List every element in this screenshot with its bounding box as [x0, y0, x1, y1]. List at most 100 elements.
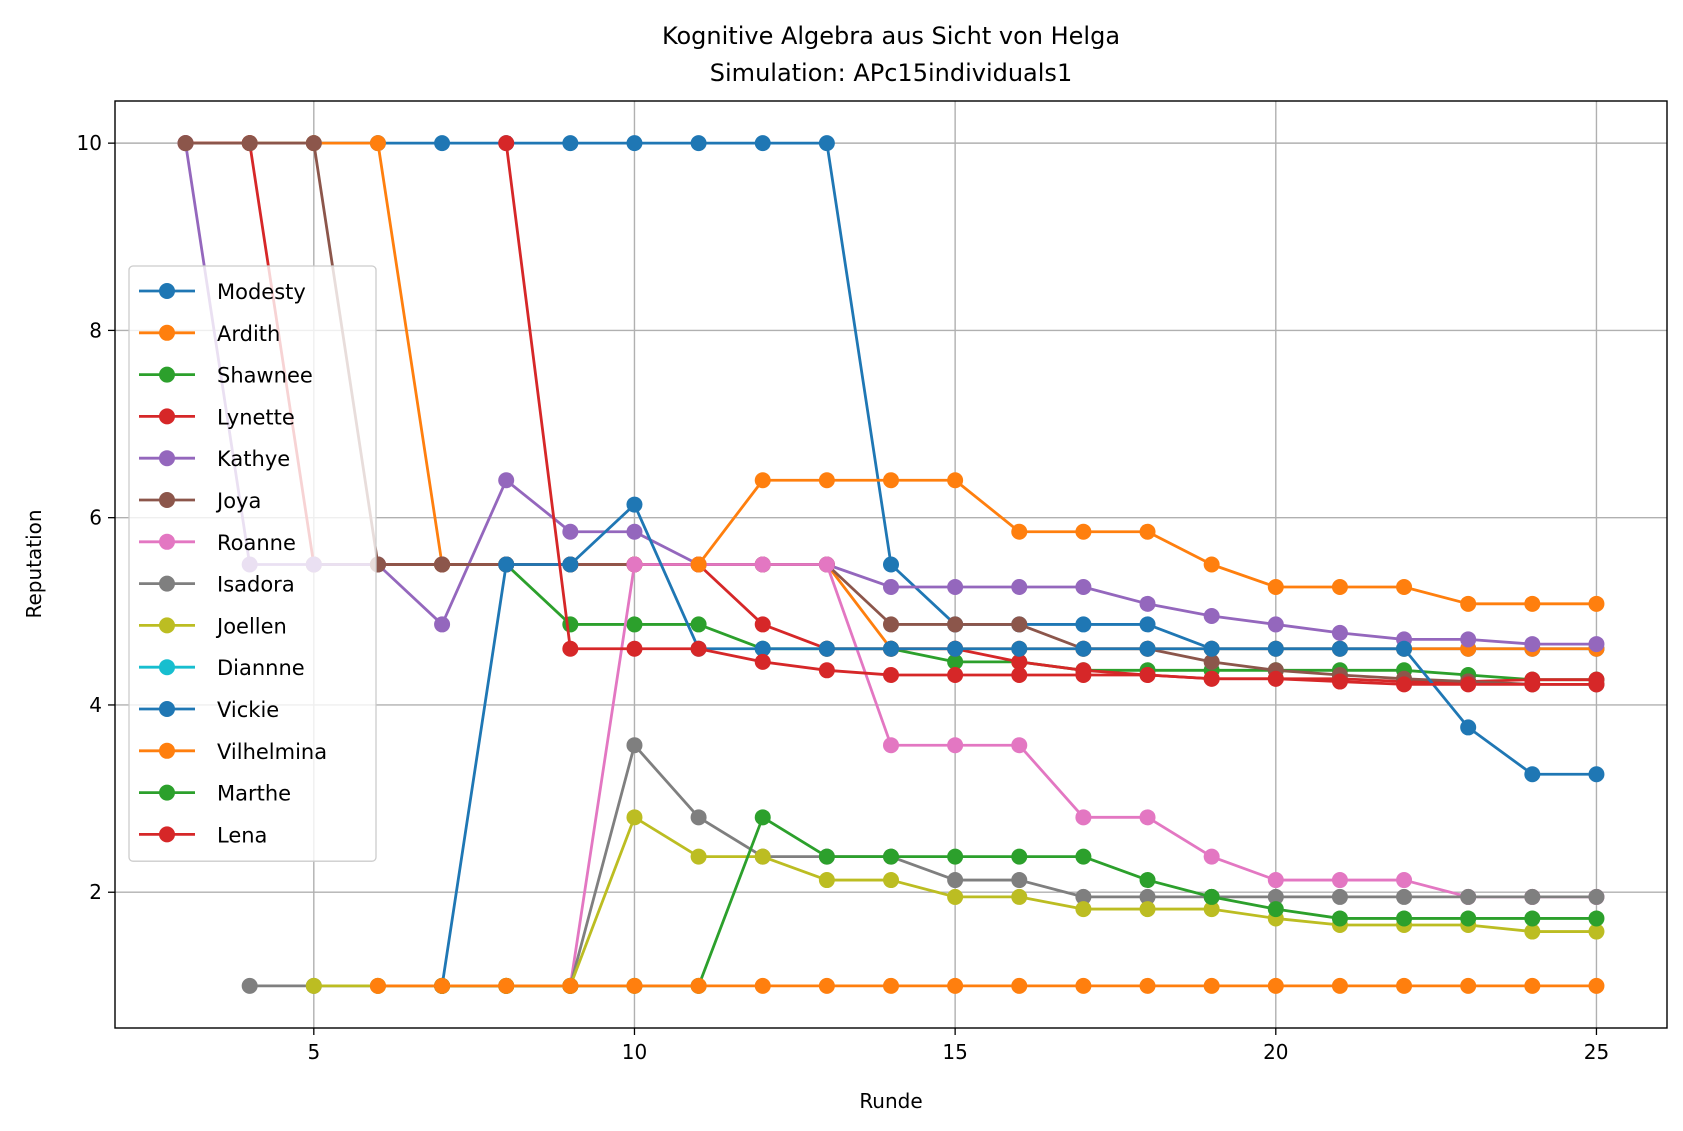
data-point	[626, 737, 643, 754]
data-point	[1588, 910, 1605, 927]
data-point	[1139, 809, 1156, 826]
legend-label: Kathye	[217, 447, 290, 471]
chart-legend: Modesty Ardith Shawnee Lynette Kathye Joya Roa…	[128, 265, 377, 862]
data-point	[1075, 848, 1092, 865]
data-point	[1011, 653, 1028, 670]
data-point	[1075, 616, 1092, 633]
data-point	[690, 848, 707, 865]
data-point	[947, 616, 964, 633]
legend-label: Isadora	[217, 573, 295, 597]
data-point	[1460, 631, 1477, 648]
data-point	[626, 496, 643, 513]
chart-title: Kognitive Algebra aus Sicht von Helga	[662, 22, 1120, 50]
series-kathye	[177, 135, 1605, 653]
data-point	[1011, 666, 1028, 683]
legend-entry: Shawnee	[139, 364, 313, 388]
y-tick-label: 6	[89, 506, 102, 530]
data-point	[626, 135, 643, 152]
data-point	[1588, 766, 1605, 783]
legend-marker	[159, 659, 175, 676]
legend-entry: Vickie	[139, 698, 279, 722]
legend-label: Shawnee	[217, 364, 313, 388]
data-point	[1139, 523, 1156, 540]
data-point	[818, 640, 835, 657]
legend-entry: Isadora	[139, 573, 295, 597]
data-point	[1203, 608, 1220, 624]
data-point	[1524, 977, 1541, 994]
data-point	[1139, 888, 1156, 905]
series-line	[185, 141, 1597, 651]
data-point	[1203, 848, 1220, 865]
data-point	[562, 556, 579, 573]
data-point	[1331, 977, 1348, 994]
data-point	[1524, 923, 1541, 940]
legend-marker	[159, 617, 175, 634]
data-point	[626, 977, 643, 994]
legend-label: Roanne	[217, 531, 296, 555]
data-point	[1331, 673, 1348, 690]
data-point	[947, 977, 964, 994]
data-point	[1460, 595, 1477, 612]
legend-marker	[159, 283, 175, 299]
data-point	[1075, 640, 1092, 657]
legend-entry: Marthe	[139, 782, 291, 806]
legend-marker	[159, 784, 175, 801]
legend-label: Diannne	[217, 656, 305, 680]
data-point	[690, 556, 707, 573]
data-point	[1331, 640, 1348, 657]
data-point	[434, 616, 451, 633]
data-point	[690, 809, 707, 826]
data-point	[434, 977, 451, 994]
x-tick-label: 25	[1584, 1040, 1609, 1064]
data-point	[305, 135, 322, 152]
data-point	[241, 135, 258, 152]
data-point	[1524, 910, 1541, 927]
data-point	[1396, 888, 1413, 905]
data-point	[1139, 640, 1156, 657]
data-point	[1588, 977, 1605, 994]
data-point	[883, 977, 899, 994]
legend-label: Vilhelmina	[217, 740, 327, 764]
data-point	[1011, 848, 1028, 865]
y-tick-label: 10	[77, 131, 102, 155]
legend-label: Ardith	[217, 322, 280, 346]
data-point	[818, 872, 835, 889]
data-point	[1588, 636, 1605, 653]
data-point	[1075, 977, 1092, 994]
legend-marker	[159, 826, 175, 843]
data-point	[1524, 676, 1541, 693]
data-point	[947, 472, 964, 489]
data-point	[1011, 977, 1028, 994]
legend-entry: Kathye	[139, 447, 290, 471]
data-point	[1588, 923, 1605, 940]
data-point	[1396, 977, 1413, 994]
data-point	[883, 872, 899, 889]
data-point	[1331, 578, 1348, 595]
legend-entry: Lena	[139, 823, 267, 847]
legend-label: Marthe	[217, 782, 291, 806]
legend-entry: Ardith	[139, 322, 280, 346]
data-point	[690, 616, 707, 633]
data-point	[947, 888, 964, 905]
legend-label: Lena	[217, 823, 267, 847]
data-point	[1011, 523, 1028, 540]
data-point	[1075, 901, 1092, 918]
data-point	[1396, 578, 1413, 595]
data-point	[498, 135, 515, 152]
data-point	[562, 616, 579, 633]
data-point	[1203, 977, 1220, 994]
data-point	[1267, 872, 1284, 889]
data-point	[883, 472, 899, 489]
series-lynette	[177, 135, 1605, 690]
x-tick-label: 10	[622, 1040, 647, 1064]
data-point	[754, 616, 771, 633]
legend-entry: Diannne	[139, 656, 305, 680]
axis-ticks: 5 10 15 20 25 2 4 6 8 10	[77, 131, 1610, 1064]
data-point	[818, 135, 835, 152]
legend-label: Joellen	[215, 614, 287, 638]
legend-label: Joya	[215, 489, 261, 513]
x-tick-label: 20	[1263, 1040, 1288, 1064]
data-point	[947, 666, 964, 683]
legend-marker	[159, 742, 175, 759]
data-point	[1588, 595, 1605, 612]
